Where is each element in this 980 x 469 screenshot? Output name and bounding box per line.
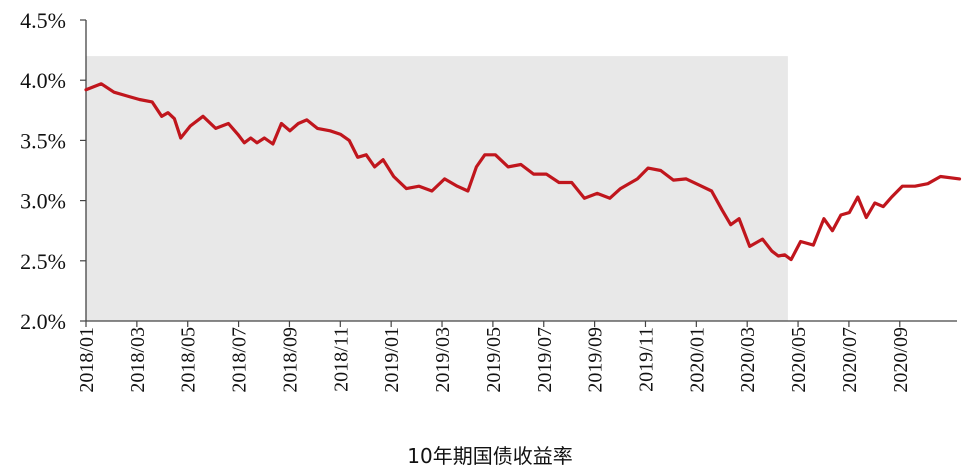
y-tick-label: 2.5% [20,249,66,274]
y-tick-label: 3.5% [20,128,66,153]
y-tick-label: 4.5% [20,8,66,33]
x-tick-label: 2020/05 [788,327,810,393]
x-tick-label: 2018/09 [279,327,301,393]
x-tick-label: 2018/07 [229,327,251,393]
x-tick-label: 2020/09 [890,327,912,393]
y-tick-label: 2.0% [20,309,66,334]
x-tick-labels: 2018/01 2018/03 2018/05 2018/07 2018/09 2018/… [76,327,912,393]
x-tick-label: 2019/05 [483,327,505,393]
x-tick-label: 2018/11 [330,327,352,392]
x-tick-label: 2019/03 [432,327,454,393]
x-tick-label: 2020/07 [839,327,861,393]
series-line-yield [84,82,962,262]
x-tick-label: 2018/05 [178,327,200,393]
legend-label: 10年期国债收益率 [407,444,573,468]
y-tick-label: 3.0% [20,189,66,214]
x-tick-label: 2019/01 [381,327,403,393]
tick-marks [80,19,901,327]
x-tick-label: 2018/03 [127,327,149,393]
x-tick-label: 2020/03 [737,327,759,393]
x-tick-label: 2019/09 [585,327,607,393]
y-tick-label: 4.0% [20,68,66,93]
y-tick-labels: 2.0% 2.5% 3.0% 3.5% 4.0% 4.5% [20,8,66,334]
yield-chart: 2.0%2.5%3.0%3.5%4.0%4.5% 2018/01 2018/03 2… [20,8,962,393]
legend: 10年期国债收益率 [0,440,980,469]
x-tick-label: 2019/07 [534,327,556,393]
x-tick-label: 2018/01 [76,327,98,393]
x-tick-label: 2019/11 [635,327,657,392]
x-tick-label: 2020/01 [686,327,708,393]
shaded-region [86,56,788,322]
